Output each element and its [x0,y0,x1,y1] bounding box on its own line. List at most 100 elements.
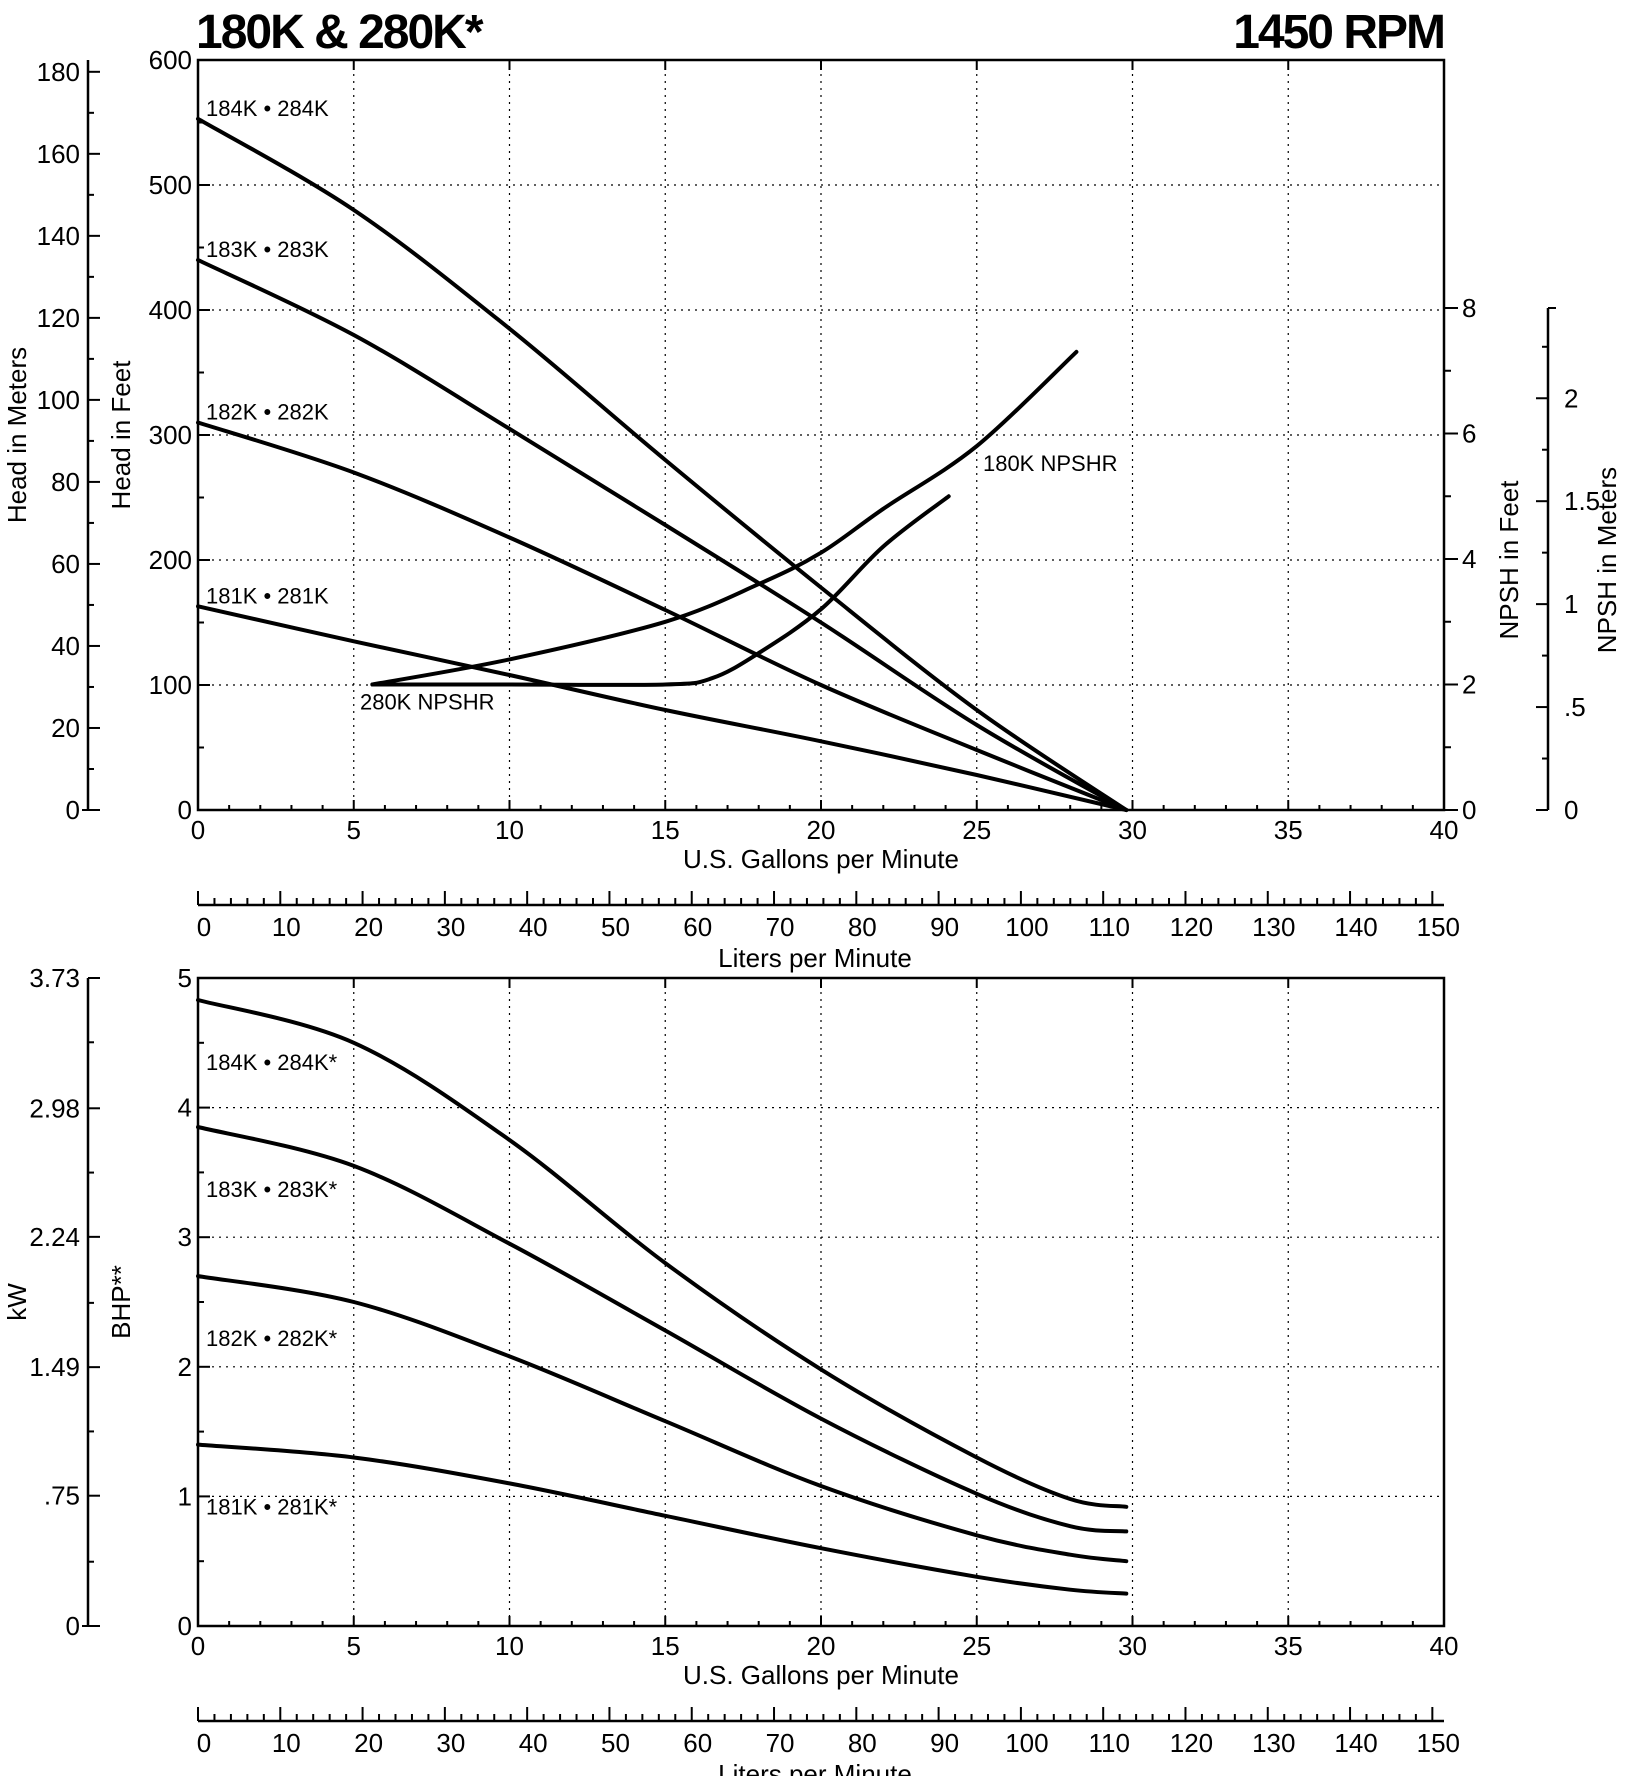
x-tick-label: 25 [962,1631,991,1661]
lpm-tick-label: 150 [1417,1728,1460,1758]
series-curve [196,1442,1129,1596]
lpm-tick-label: 60 [683,1728,712,1758]
y-tick-label: 1 [178,1481,192,1511]
npsh-m-axis-title: NPSH in Meters [1592,467,1622,653]
y-tick-label: 200 [149,545,192,575]
npsh-ft-tick-label: 4 [1462,544,1476,574]
series-label: 184K • 284K [206,96,329,121]
x-tick-label: 10 [495,815,524,845]
x-tick-label: 15 [651,1631,680,1661]
series-label: 184K • 284K* [206,1050,338,1075]
lpm-tick-label: 50 [601,1728,630,1758]
y-tick-label: 500 [149,170,192,200]
lpm-tick-label: 110 [1088,912,1129,942]
y-tick-label: 100 [149,670,192,700]
head-capacity-chart: 0 5 10 15 20 25 30 35 40U.S. Gallons per Minute0… [2,45,1622,973]
npshr-curve [370,494,951,687]
x-tick-label: 10 [495,1631,524,1661]
lpm-tick-label: 70 [766,912,795,942]
series-label: 181K • 281K* [206,1495,338,1520]
x-tick-label: 35 [1274,815,1303,845]
x-tick-label: 5 [347,1631,361,1661]
left-secondary-tick-label: 180 [37,57,80,87]
series-curve [196,1274,1129,1564]
series-curve [196,116,1129,812]
lpm-tick-label: 10 [272,912,301,942]
lpm-tick-label: 130 [1252,1728,1295,1758]
rpm-label: 1450 RPM [1233,6,1444,59]
lpm-tick-label: 0 [197,912,211,942]
lpm-axis-title: Liters per Minute [718,1759,912,1776]
npshr-label: 180K NPSHR [983,451,1118,476]
x-tick-label: 25 [962,815,991,845]
left-secondary-tick-label: 2.98 [29,1093,80,1123]
x-tick-label: 0 [191,1631,205,1661]
y-tick-label: 300 [149,420,192,450]
left-secondary-tick-label: 60 [51,549,80,579]
left-secondary-tick-label: 20 [51,713,80,743]
series-curve [196,998,1129,1509]
x-tick-label: 20 [807,815,836,845]
y-tick-label: 0 [178,795,192,825]
left-secondary-tick-label: 3.73 [29,963,80,993]
x-tick-label: 40 [1430,1631,1459,1661]
lpm-tick-label: 60 [683,912,712,942]
x-axis-title: U.S. Gallons per Minute [683,844,959,874]
lpm-axis-title: Liters per Minute [718,943,912,973]
npsh-ft-tick-label: 6 [1462,419,1476,449]
series-label: 182K • 282K* [206,1326,338,1351]
x-tick-label: 30 [1118,815,1147,845]
npsh-m-tick-label: .5 [1564,692,1586,722]
x-tick-label: 20 [807,1631,836,1661]
lpm-tick-label: 130 [1252,912,1295,942]
npsh-ft-axis-title: NPSH in Feet [1494,480,1524,640]
series-label: 183K • 283K [206,237,329,262]
y-tick-label: 4 [178,1093,192,1123]
left-secondary-tick-label: 80 [51,467,80,497]
y-tick-label: 5 [178,963,192,993]
x-tick-label: 15 [651,815,680,845]
left-secondary-tick-label: 160 [37,139,80,169]
lpm-tick-label: 40 [519,1728,548,1758]
left-secondary-tick-label: 140 [37,221,80,251]
lpm-tick-label: 140 [1334,912,1377,942]
y-axis-title: BHP** [106,1265,136,1339]
left-secondary-tick-label: .75 [44,1481,80,1511]
lpm-tick-label: 80 [848,912,877,942]
bhp-capacity-chart: 0 5 10 15 20 25 30 35 40U.S. Gallons per Minute0… [2,963,1460,1776]
series-curve [196,1125,1129,1534]
left-secondary-tick-label: 1.49 [29,1352,80,1382]
left-secondary-tick-label: 0 [66,1611,80,1641]
x-tick-label: 0 [191,815,205,845]
lpm-tick-label: 30 [436,912,465,942]
left-secondary-tick-label: 120 [37,303,80,333]
y-tick-label: 3 [178,1222,192,1252]
lpm-tick-label: 150 [1417,912,1460,942]
npsh-m-tick-label: 1.5 [1564,486,1600,516]
npsh-ft-tick-label: 0 [1462,795,1476,825]
lpm-tick-label: 90 [930,912,959,942]
series-curve [196,258,1129,812]
lpm-tick-label: 100 [1005,1728,1048,1758]
left-secondary-axis-title: kW [2,1283,32,1321]
series-label: 183K • 283K* [206,1177,338,1202]
lpm-tick-label: 10 [272,1728,301,1758]
chart-title: 180K & 280K* [196,6,484,59]
npsh-m-tick-label: 0 [1564,795,1578,825]
x-tick-label: 5 [347,815,361,845]
npshr-label: 280K NPSHR [360,690,495,715]
y-axis-title: Head in Feet [106,360,136,510]
series-curve [196,420,1129,812]
npsh-ft-tick-label: 8 [1462,293,1476,323]
x-tick-label: 40 [1430,815,1459,845]
lpm-tick-label: 0 [197,1728,211,1758]
y-tick-label: 400 [149,295,192,325]
npshr-curve [370,349,1079,687]
lpm-tick-label: 80 [848,1728,877,1758]
npsh-ft-tick-label: 2 [1462,670,1476,700]
left-secondary-tick-label: 40 [51,631,80,661]
series-label: 181K • 281K [206,583,329,608]
y-tick-label: 0 [178,1611,192,1641]
lpm-tick-label: 140 [1334,1728,1377,1758]
left-secondary-axis-title: Head in Meters [2,347,32,523]
